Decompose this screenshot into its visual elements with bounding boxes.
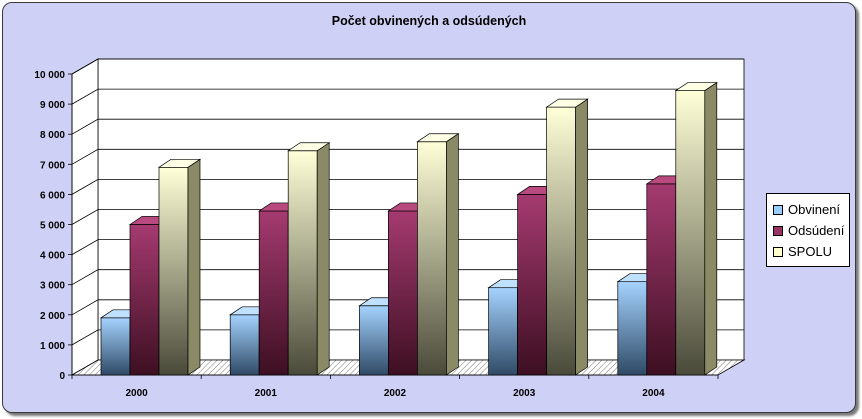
bar-top xyxy=(157,158,202,168)
y-tick-label: 5 000 xyxy=(40,221,65,232)
bar-Odsúdení-2001 xyxy=(258,210,289,376)
gridline xyxy=(71,178,744,195)
bar-Odsúdení-2002 xyxy=(388,210,418,376)
bar-Obvinení-2000 xyxy=(100,317,131,376)
x-tick-label: 2001 xyxy=(255,388,278,399)
y-tick-label: 10 000 xyxy=(34,70,65,81)
gridline xyxy=(71,118,744,135)
y-tick-label: 3 000 xyxy=(40,281,65,292)
bar-top xyxy=(674,82,718,91)
bar-Obvinení-2002 xyxy=(359,305,389,376)
bar-side xyxy=(446,133,459,376)
x-tick-label: 2004 xyxy=(642,388,665,399)
bar-top xyxy=(416,133,460,143)
bar-top xyxy=(287,142,331,152)
bar-SPOLU-2001 xyxy=(287,150,318,376)
legend-label: Odsúdení xyxy=(788,223,845,238)
legend-swatch-icon xyxy=(773,225,783,236)
legend-swatch-icon xyxy=(773,204,783,215)
bar-SPOLU-2000 xyxy=(158,166,189,376)
legend-item: Obvinení xyxy=(773,199,849,220)
y-tick-label: 7 000 xyxy=(40,160,65,171)
bar-SPOLU-2002 xyxy=(417,141,447,376)
bar-side xyxy=(704,81,718,376)
legend-label: Obvinení xyxy=(788,202,841,217)
bar-SPOLU-2003 xyxy=(546,106,576,376)
gridline xyxy=(71,58,744,75)
x-tick-label: 2000 xyxy=(125,388,148,399)
x-tick-label: 2002 xyxy=(384,388,407,399)
legend-label: SPOLU xyxy=(788,244,833,259)
gridline xyxy=(71,88,744,105)
y-tick-label: 4 000 xyxy=(40,251,65,262)
y-tick-label: 6 000 xyxy=(40,190,65,201)
y-tick-label: 2 000 xyxy=(40,311,65,322)
bar-SPOLU-2004 xyxy=(675,90,706,376)
bar-top xyxy=(545,98,589,108)
legend-item: Odsúdení xyxy=(773,220,849,241)
bar-Odsúdení-2003 xyxy=(517,194,547,376)
bars xyxy=(99,81,718,376)
legend-swatch-icon xyxy=(773,246,783,257)
bar-Odsúdení-2004 xyxy=(646,183,677,376)
bar-side xyxy=(575,98,588,376)
y-tick-label: 8 000 xyxy=(40,130,65,141)
bar-Obvinení-2004 xyxy=(617,281,648,376)
y-tick-label: 1 000 xyxy=(40,341,65,352)
bar-side xyxy=(316,142,330,376)
legend: Obvinení Odsúdení SPOLU xyxy=(766,193,850,267)
gridline xyxy=(71,148,744,165)
y-tick-label: 9 000 xyxy=(40,100,65,111)
legend-item: SPOLU xyxy=(773,241,849,262)
tick-labels: 0 1 000 2 000 3 000 4 000 5 000 6 000 7 000 8 00… xyxy=(34,70,665,399)
chart-title: Počet obvinených a odsúdených xyxy=(331,14,527,28)
bar-Obvinení-2001 xyxy=(229,314,260,376)
bar-Obvinení-2003 xyxy=(488,287,518,376)
bar-Odsúdení-2000 xyxy=(129,224,160,376)
x-tick-label: 2003 xyxy=(513,388,536,399)
bar-side xyxy=(187,158,201,376)
y-tick-label: 0 xyxy=(59,371,65,382)
